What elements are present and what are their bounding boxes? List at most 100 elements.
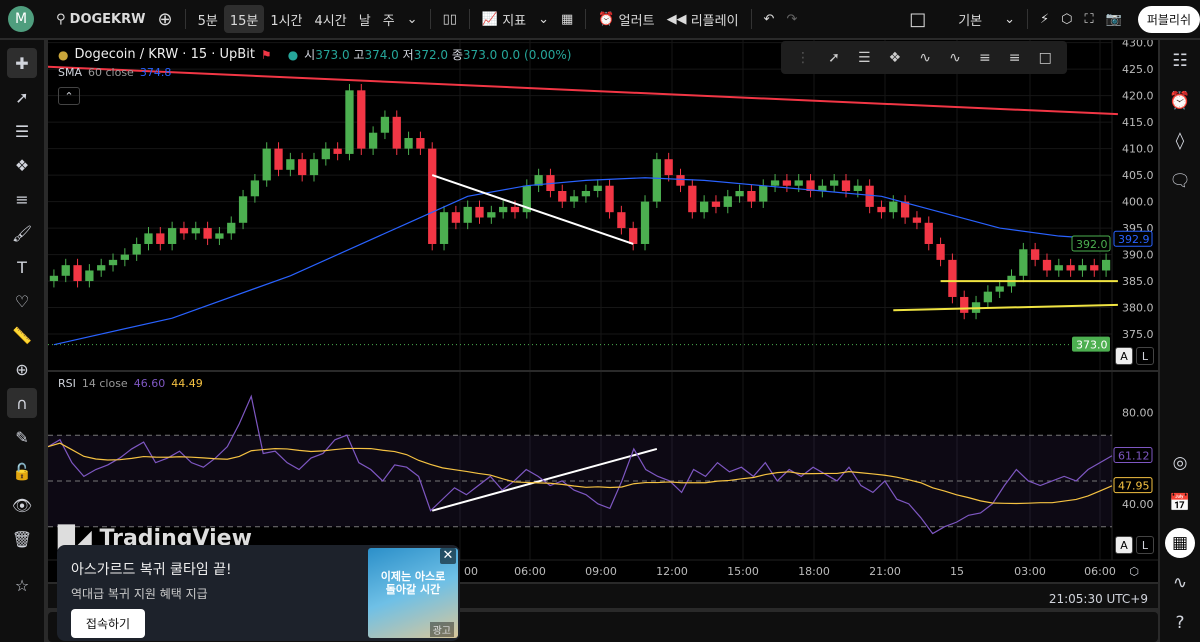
sma-legend[interactable]: SMA 60 close 374.8: [58, 66, 171, 79]
redo-icon[interactable]: ↷: [786, 11, 798, 27]
settings-gear-icon[interactable]: ⬡: [1061, 11, 1073, 27]
symbol-search[interactable]: ⚲ DOGEKRW: [50, 5, 151, 33]
rectangle-icon[interactable]: □: [1038, 49, 1052, 66]
interval-week[interactable]: 주: [382, 13, 395, 29]
price-tick-label: 375.0: [1122, 328, 1154, 341]
lock-icon[interactable]: 🔓: [12, 461, 32, 481]
horizontal-lines-icon[interactable]: ☰: [14, 121, 30, 141]
candle: [73, 265, 82, 282]
chat-icon[interactable]: 🗨: [1169, 171, 1191, 191]
target-icon[interactable]: ◎: [1172, 453, 1188, 473]
candle: [167, 228, 177, 244]
interval-5m[interactable]: 5분: [197, 13, 218, 29]
layers-icon[interactable]: ◊: [1175, 131, 1185, 151]
layout-square-icon[interactable]: □: [909, 8, 927, 30]
alarm-plus-icon: ⏰: [598, 11, 619, 27]
compare-symbol-button[interactable]: ⊕: [157, 8, 173, 30]
abc-wave-icon[interactable]: ∿: [949, 49, 961, 66]
candle: [936, 243, 945, 260]
divider: [585, 9, 587, 29]
crosshair-icon[interactable]: ✚: [7, 48, 37, 78]
magnet-icon[interactable]: ∩: [7, 388, 37, 418]
fib-icon[interactable]: ≡: [15, 189, 29, 209]
interval-4h[interactable]: 4시간: [314, 13, 347, 29]
rsi-tick-label: 80.00: [1122, 406, 1154, 419]
candle: [510, 206, 520, 213]
interval-day[interactable]: 날: [358, 13, 371, 29]
flag-icon[interactable]: ⚑: [260, 47, 272, 62]
calendar-icon[interactable]: 📅: [1169, 493, 1191, 513]
clock[interactable]: 21:05:30 UTC+9: [1048, 592, 1148, 606]
quick-search-icon[interactable]: ⚡: [1040, 11, 1050, 27]
lock-drawing-icon[interactable]: ✎: [15, 427, 29, 447]
candle: [841, 180, 851, 191]
eye-icon[interactable]: 👁: [11, 495, 33, 515]
layouts-grid-icon[interactable]: ▦: [561, 11, 574, 27]
heart-icon[interactable]: ♡: [14, 291, 30, 311]
candle: [286, 159, 295, 170]
ad-title: 아스가르드 복귀 쿨타임 끝!: [71, 562, 232, 578]
drag-handle-icon[interactable]: ⋮: [796, 49, 811, 66]
fib-retracement-icon[interactable]: ≡: [978, 49, 991, 66]
alarm-clock-icon[interactable]: ⏰: [1169, 91, 1191, 111]
layout-name[interactable]: 기본: [958, 13, 983, 29]
collapse-legend-button[interactable]: ⌃: [58, 87, 80, 105]
rsi-log-scale-button[interactable]: L: [1136, 536, 1154, 554]
rsi-value: 46.60: [133, 377, 166, 390]
alert-button[interactable]: ⏰ 얼러트: [592, 5, 660, 33]
undo-icon[interactable]: ↶: [763, 11, 775, 27]
chart-area[interactable]: 00 06:00 09:00 12:00 15:00 18:00 21:00 15 03:00 0…: [42, 37, 1158, 582]
layout-chevron-down-icon[interactable]: ⌄: [1004, 11, 1016, 27]
candle: [1042, 259, 1052, 271]
fib-extension-icon[interactable]: ≡: [1008, 49, 1021, 66]
ruler-icon[interactable]: 📏: [12, 325, 32, 345]
pitchfork-icon[interactable]: ❖: [888, 49, 902, 66]
signal-icon[interactable]: ∿: [1172, 573, 1188, 593]
rsi-legend[interactable]: RSI 14 close 46.60 44.49: [58, 377, 203, 390]
trendline-icon[interactable]: ➚: [828, 49, 840, 66]
ad-connect-button[interactable]: 접속하기: [71, 609, 145, 638]
watchlist-icon[interactable]: ☷: [1172, 51, 1188, 71]
pattern-icon[interactable]: ❖: [14, 155, 30, 175]
candle: [652, 159, 661, 202]
help-icon[interactable]: ?: [1175, 613, 1185, 633]
candle-type-icon[interactable]: ▯▯: [442, 11, 457, 27]
interval-1h[interactable]: 1시간: [270, 13, 303, 29]
camera-icon[interactable]: 📷: [1105, 11, 1122, 27]
indicators-button[interactable]: 📈 지표: [476, 5, 532, 33]
apps-grid-icon[interactable]: ▦: [1165, 528, 1195, 558]
rsi-auto-scale-button[interactable]: A: [1115, 536, 1133, 554]
replay-button[interactable]: ◀◀ 리플레이: [661, 5, 745, 33]
text-icon[interactable]: T: [17, 257, 27, 277]
trendline-icon[interactable]: ➚: [15, 87, 29, 107]
candle: [924, 222, 933, 244]
auto-scale-button[interactable]: A: [1115, 347, 1133, 365]
candle: [203, 228, 212, 239]
time-axis-settings-icon[interactable]: ⬡: [1129, 564, 1139, 578]
publish-button[interactable]: 퍼블리쉬: [1137, 5, 1200, 33]
zoom-in-icon[interactable]: ⊕: [15, 359, 29, 379]
fullscreen-icon[interactable]: ⛶: [1084, 11, 1094, 27]
interval-15m[interactable]: 15분: [223, 5, 265, 33]
elliott-wave-icon[interactable]: ∿: [919, 49, 932, 66]
rsi-line: [47, 394, 1113, 535]
trash-icon[interactable]: 🗑: [11, 529, 33, 549]
symbol-label: DOGEKRW: [69, 11, 146, 27]
log-scale-button[interactable]: L: [1136, 347, 1154, 365]
candle: [1066, 265, 1075, 271]
price-tick-label: 385.0: [1122, 275, 1154, 288]
ad-close-icon[interactable]: ✕: [440, 548, 456, 564]
brush-icon[interactable]: 🖌: [11, 223, 33, 243]
indicators-chevron-down-icon[interactable]: ⌄: [538, 11, 550, 27]
rsi-params: 14 close: [81, 377, 128, 390]
candle: [688, 185, 697, 213]
star-icon[interactable]: ☆: [14, 575, 30, 595]
candle: [960, 296, 969, 313]
interval-chevron-down-icon[interactable]: ⌄: [406, 11, 418, 27]
avatar[interactable]: M: [8, 6, 34, 32]
time-tick-label: 09:00: [585, 565, 617, 578]
candle: [1019, 249, 1028, 276]
parallel-lines-icon[interactable]: ☰: [857, 49, 871, 66]
chart-canvas[interactable]: 00 06:00 09:00 12:00 15:00 18:00 21:00 15 03:00 0…: [42, 37, 1158, 582]
search-icon: ⚲: [56, 11, 70, 27]
